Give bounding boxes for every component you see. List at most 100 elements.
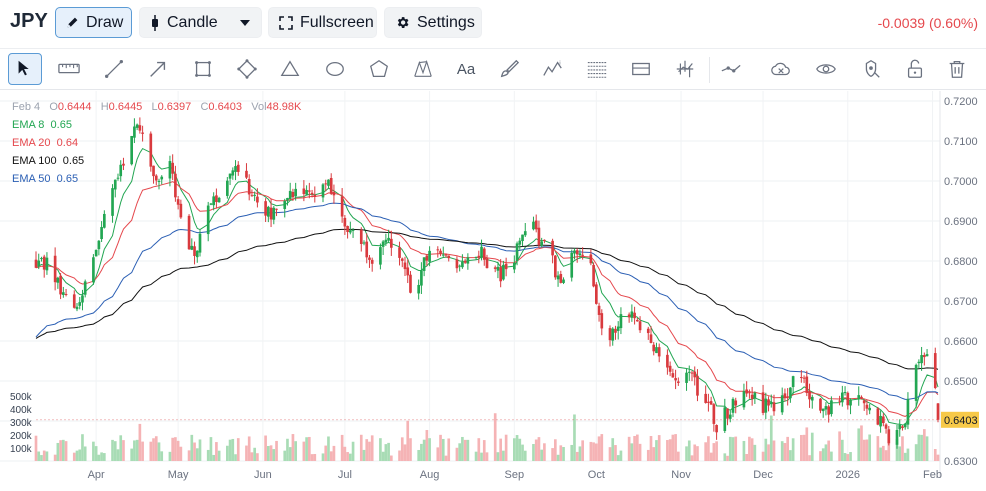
volume-bar <box>575 451 579 461</box>
volume-bar <box>772 440 776 461</box>
volume-bar <box>726 455 729 461</box>
candle-body <box>176 199 180 205</box>
volume-bar <box>455 447 459 461</box>
volume-bar <box>600 434 604 461</box>
candle-body <box>466 257 470 264</box>
rectangle-tool-icon[interactable] <box>186 53 220 85</box>
volume-bar <box>37 451 41 461</box>
volume-bar <box>728 436 732 461</box>
candle-body <box>677 381 680 383</box>
candle-body <box>830 400 833 415</box>
candle-body <box>761 392 765 413</box>
lock-all-icon[interactable] <box>854 53 888 85</box>
candle-body <box>666 354 669 368</box>
connected-points-tool-icon[interactable] <box>714 53 748 85</box>
candle-body <box>313 194 317 197</box>
candle-body <box>305 190 308 195</box>
legend-low-label: L <box>151 101 158 113</box>
volume-bar <box>821 448 825 461</box>
text-tool-icon[interactable]: Aa <box>449 53 483 85</box>
volume-bar <box>748 436 751 461</box>
fib-retracement-tool-icon[interactable] <box>580 53 614 85</box>
volume-tick-label: 400k <box>10 405 33 416</box>
volume-bar <box>819 451 822 461</box>
chart-grid <box>0 91 941 477</box>
time-tick-label: Jun <box>254 469 272 481</box>
volume-bar <box>130 448 133 461</box>
volume-bar <box>171 437 174 461</box>
rotated-rectangle-tool-icon[interactable] <box>230 53 264 85</box>
candle-body <box>728 414 732 419</box>
polygon-tool-icon[interactable] <box>362 53 396 85</box>
price-tick-label: 0.6300 <box>944 456 978 468</box>
volume-bar <box>592 442 595 461</box>
volume-bar <box>390 455 393 461</box>
triangle-tool-icon[interactable] <box>273 53 307 85</box>
candle-body <box>215 195 218 203</box>
candle-body <box>425 255 429 261</box>
candle-body <box>485 258 489 269</box>
volume-bar <box>135 439 139 461</box>
draw-button[interactable]: Draw <box>55 7 132 38</box>
candle-body <box>723 407 727 431</box>
volume-bar <box>709 452 713 461</box>
candle-body <box>390 238 393 248</box>
candle-body <box>343 217 347 227</box>
candle-body <box>455 259 459 269</box>
volume-bar <box>608 447 612 461</box>
candle-body <box>321 184 325 198</box>
fullscreen-button[interactable]: Fullscreen <box>268 7 377 38</box>
delete-drawings-icon[interactable] <box>940 53 974 85</box>
chart-type-dropdown[interactable]: Candle <box>139 7 262 38</box>
candle-body <box>83 281 87 295</box>
volume-bar <box>882 445 885 461</box>
volume-bar <box>611 438 615 461</box>
volume-bar <box>712 443 716 461</box>
candle-body <box>359 229 363 245</box>
candle-body <box>152 165 155 177</box>
candle-body <box>474 256 478 258</box>
elliott-wave-tool-icon[interactable]: i <box>536 53 570 85</box>
arrow-tool-icon[interactable] <box>141 53 175 85</box>
brush-tool-icon[interactable] <box>492 53 526 85</box>
candle-body <box>903 423 907 428</box>
trend-analysis-tool-icon[interactable] <box>668 53 702 85</box>
price-range-tool-icon[interactable] <box>624 53 658 85</box>
volume-bar <box>122 440 125 461</box>
volume-bar <box>707 436 710 461</box>
ruler-tool-icon[interactable] <box>52 53 86 85</box>
line-tool-icon[interactable] <box>97 53 131 85</box>
price-chart[interactable]: 0.7200 0.7100 0.7000 0.6900 0.6800 0.6700 0.66… <box>0 91 986 491</box>
price-change: -0.0039 (0.60%) <box>877 15 978 31</box>
volume-bar <box>313 453 317 461</box>
volume-bar <box>630 443 634 461</box>
volume-bar <box>884 450 888 461</box>
unlock-icon[interactable] <box>898 53 932 85</box>
volume-bar <box>420 443 423 461</box>
volume-bar <box>349 453 352 461</box>
legend-open: 0.6444 <box>57 101 92 113</box>
ema-100-line <box>35 228 939 370</box>
candle-body <box>310 192 314 195</box>
hide-drawings-icon[interactable] <box>764 53 798 85</box>
candle-body <box>59 275 62 295</box>
candle-body <box>329 178 333 194</box>
candle-body <box>34 259 38 268</box>
ellipse-tool-icon[interactable] <box>318 53 352 85</box>
volume-bar <box>570 444 574 461</box>
price-tick-label: 0.6500 <box>944 376 978 388</box>
settings-button[interactable]: Settings <box>384 7 482 38</box>
visibility-eye-icon[interactable] <box>809 53 843 85</box>
candle-body <box>482 248 486 260</box>
candle-body <box>780 395 784 413</box>
volume-bar <box>149 441 153 461</box>
xabcd-pattern-tool-icon[interactable] <box>406 53 440 85</box>
cursor-tool-icon[interactable] <box>8 53 42 85</box>
candle-body <box>767 399 770 406</box>
candle-body <box>523 231 527 236</box>
candle-body <box>302 188 306 195</box>
volume-bar <box>810 432 814 461</box>
price-tick-label: 0.7000 <box>944 176 978 188</box>
volume-bar <box>780 441 784 461</box>
candle-body <box>381 241 385 247</box>
